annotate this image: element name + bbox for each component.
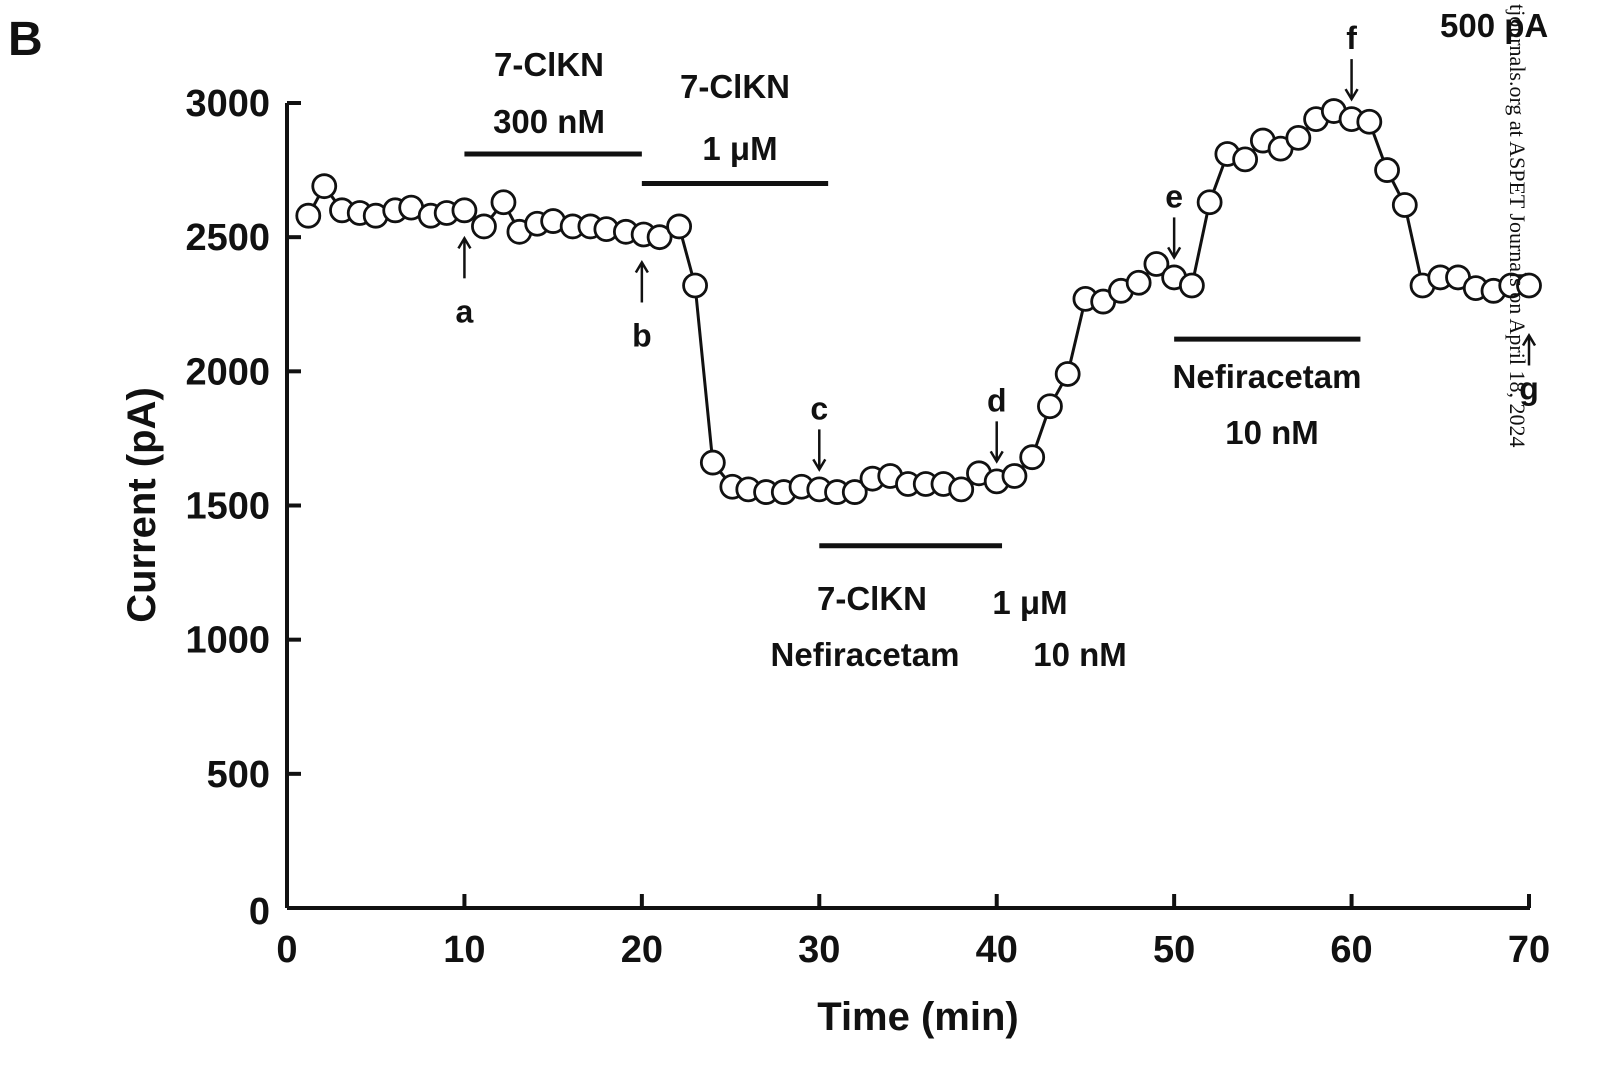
data-point — [311, 173, 338, 200]
marker-label: e — [1165, 178, 1183, 214]
y-tick-label: 1000 — [185, 620, 270, 662]
data-point — [1232, 146, 1259, 173]
data-point — [1143, 251, 1170, 277]
bar4-label-line2: 10 nM — [1225, 414, 1319, 451]
x-tick-label: 70 — [1508, 929, 1550, 971]
bar3-label-line1-value: 1 μM — [992, 584, 1067, 621]
bar1-label-line2: 300 nM — [493, 103, 605, 140]
data-point — [948, 476, 975, 503]
data-points — [295, 98, 1542, 505]
bar3-label-line2-value: 10 nM — [1033, 636, 1127, 673]
x-ticks: 0 10 20 30 40 50 60 70 — [276, 894, 1550, 971]
x-tick-label: 20 — [621, 929, 663, 971]
bar1-label-line1: 7-ClKN — [494, 46, 604, 83]
x-tick-label: 40 — [976, 929, 1018, 971]
y-tick-label: 2000 — [185, 351, 270, 393]
marker-label: b — [632, 317, 652, 353]
data-point — [1516, 272, 1542, 299]
y-ticks: 0 500 1000 1500 2000 2500 3000 — [185, 83, 301, 933]
data-point — [471, 213, 497, 240]
x-tick-label: 10 — [443, 929, 485, 971]
data-point — [666, 213, 693, 240]
x-tick-label: 0 — [276, 929, 297, 971]
data-point — [1001, 463, 1028, 489]
data-point — [451, 197, 478, 224]
y-tick-label: 1500 — [185, 486, 270, 528]
bar4-label-line1: Nefiracetam — [1173, 358, 1362, 395]
x-tick-label: 30 — [798, 929, 840, 971]
data-point — [1391, 192, 1418, 218]
bar3-label-line1: 7-ClKN — [817, 580, 927, 617]
y-tick-label: 3000 — [185, 83, 270, 125]
data-point — [1054, 361, 1081, 387]
treatment-bars — [464, 151, 1361, 549]
marker-arrow-head — [1344, 88, 1359, 102]
marker-arrow-head — [457, 235, 472, 249]
marker-label: f — [1346, 20, 1357, 56]
marker-arrow-head — [812, 458, 827, 472]
x-tick-label: 50 — [1153, 929, 1195, 971]
data-point — [682, 272, 708, 299]
data-point — [646, 224, 673, 251]
y-tick-label: 2500 — [185, 217, 270, 259]
data-point — [1037, 393, 1063, 420]
data-point — [841, 479, 868, 505]
data-point — [1196, 189, 1223, 216]
bar2-label-line2: 1 μM — [702, 130, 777, 167]
data-point — [1374, 157, 1400, 183]
panel-label: B — [8, 13, 43, 66]
data-point — [1285, 124, 1312, 151]
corner-text: 500 pA — [1440, 7, 1548, 44]
marker-label: c — [810, 390, 828, 426]
marker-arrow-head — [1521, 333, 1537, 347]
data-point — [1125, 269, 1152, 296]
data-point — [1019, 444, 1046, 471]
data-point — [1178, 272, 1205, 299]
data-point — [699, 449, 726, 476]
marker-label: g — [1519, 370, 1539, 406]
marker-label: d — [987, 382, 1007, 418]
treatment-labels: 7-ClKN 300 nM 7-ClKN 1 μM 7-ClKN 1 μM Ne… — [493, 46, 1361, 673]
watermark-text: tjournals.org at ASPET Journals on April… — [1505, 4, 1530, 447]
series-line — [306, 109, 1529, 494]
data-point — [490, 189, 517, 216]
marker-arrow-head — [634, 260, 649, 274]
y-tick-label: 0 — [249, 891, 270, 933]
data-point — [295, 202, 322, 229]
marker-arrow-head — [1167, 246, 1182, 260]
y-tick-label: 500 — [207, 754, 270, 796]
marker-arrow-head — [989, 450, 1004, 464]
x-tick-label: 60 — [1330, 929, 1372, 971]
data-point — [1356, 108, 1383, 135]
event-markers: a b c d e f g — [456, 20, 1539, 472]
bar2-label-line1: 7-ClKN — [680, 68, 790, 105]
marker-label: a — [456, 293, 474, 329]
x-axis-label: Time (min) — [817, 995, 1019, 1039]
y-axis-label: Current (pA) — [120, 387, 164, 623]
bar3-label-line2: Nefiracetam — [771, 636, 960, 673]
